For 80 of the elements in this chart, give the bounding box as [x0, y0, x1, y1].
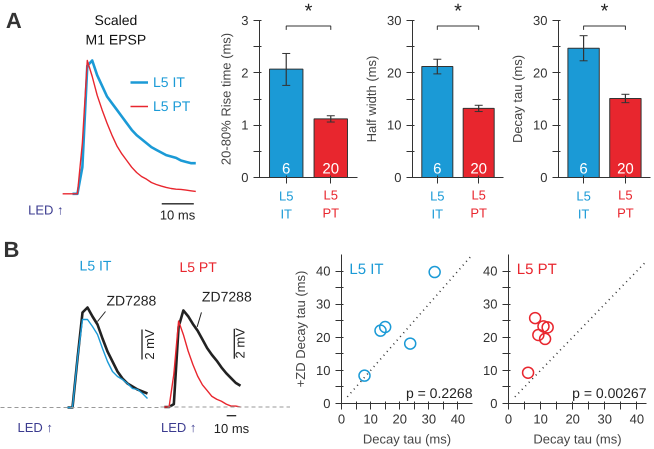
point — [541, 321, 554, 334]
y-tick-label: 0 — [490, 396, 498, 411]
annotation: p = 0.2268 — [406, 385, 473, 402]
point — [404, 337, 416, 350]
x-tick-label: 0 — [504, 412, 512, 426]
point — [522, 366, 534, 379]
text: LED ↑ — [18, 420, 53, 435]
y-axis-title: Decay tau (ms) — [510, 54, 526, 144]
point — [538, 332, 552, 346]
y-axis-title: +ZD Decay tau (ms) — [293, 270, 308, 388]
text: 10 ms — [214, 420, 250, 436]
text: L5 IT — [349, 260, 384, 278]
y-tick-label: 0 — [241, 170, 249, 185]
legend-label: L5 IT — [153, 74, 185, 90]
annotation: 6 — [282, 160, 290, 178]
annotation: * — [454, 0, 462, 22]
text: LED ↑ — [28, 202, 64, 218]
point — [537, 320, 550, 333]
annotation: 20 — [617, 160, 634, 178]
y-tick-label: 20 — [316, 330, 331, 345]
y-tick-label: 10 — [483, 362, 498, 378]
series-label: ZD7288 — [106, 292, 157, 308]
annotation: 2 mV — [142, 329, 157, 360]
x-tick-label: L5 IT — [278, 188, 294, 222]
point — [358, 369, 371, 382]
annotation: p = 0.00267 — [572, 385, 647, 402]
x-tick-label: L5 PT — [617, 188, 634, 220]
text: A — [6, 8, 22, 33]
chart-title: L5 PT — [179, 258, 218, 275]
y-tick-label: 30 — [316, 296, 331, 312]
legend-label: L5 PT — [153, 98, 190, 114]
series-label: ZD7288 — [202, 288, 252, 305]
chart-title: Scaled M1 EPSP — [86, 12, 146, 48]
x-tick-label: L5 PT — [470, 188, 488, 220]
chart-title: L5 IT — [80, 258, 112, 274]
x-tick-label: 40 — [450, 412, 466, 426]
y-tick-label: 40 — [483, 264, 498, 279]
y-tick-label: 2 — [241, 65, 249, 80]
y-axis-title: 20-80% Rise time (ms) — [218, 32, 234, 166]
y-tick-label: 0 — [394, 170, 402, 185]
y-tick-label: 30 — [533, 13, 548, 28]
x-axis-title: Decay tau (ms) — [362, 432, 452, 446]
point — [528, 312, 542, 324]
text: 10 ms — [160, 208, 196, 223]
point — [374, 324, 387, 337]
x-tick-label: 20 — [565, 412, 580, 426]
y-tick-label: 3 — [241, 13, 249, 28]
x-axis-title: Decay tau (ms) — [533, 432, 622, 446]
x-tick-label: 10 — [363, 412, 378, 426]
text: LED ↑ — [160, 420, 196, 435]
x-tick-label: 0 — [338, 412, 346, 426]
x-tick-label: 30 — [422, 412, 436, 426]
y-tick-label: 20 — [483, 330, 498, 345]
y-tick-label: 0 — [540, 170, 548, 185]
annotation: 6 — [433, 160, 442, 178]
annotation: * — [600, 0, 609, 22]
annotation: * — [304, 0, 313, 22]
x-tick-label: 40 — [630, 412, 644, 426]
annotation: 2 mV — [232, 328, 248, 358]
point — [428, 266, 441, 278]
y-tick-label: 10 — [316, 362, 331, 378]
y-tick-label: 10 — [387, 118, 402, 133]
y-axis-title: Half width (ms) — [364, 56, 380, 142]
y-tick-label: 40 — [316, 264, 331, 279]
point — [532, 328, 545, 342]
y-tick-label: 30 — [387, 13, 402, 28]
y-tick-label: 30 — [483, 296, 498, 312]
annotation: 6 — [579, 160, 588, 178]
x-tick-label: 30 — [598, 412, 612, 426]
y-tick-label: 10 — [533, 118, 548, 133]
y-tick-label: 1 — [241, 118, 249, 133]
x-tick-label: L5 IT — [576, 188, 591, 222]
x-tick-label: L5 PT — [322, 188, 340, 220]
text: B — [4, 237, 20, 262]
y-tick-label: 20 — [387, 65, 402, 80]
point — [378, 320, 392, 334]
text: L5 PT — [516, 260, 557, 278]
x-tick-label: L5 IT — [430, 188, 445, 222]
y-tick-label: 20 — [533, 65, 548, 80]
y-tick-label: 0 — [323, 396, 331, 411]
